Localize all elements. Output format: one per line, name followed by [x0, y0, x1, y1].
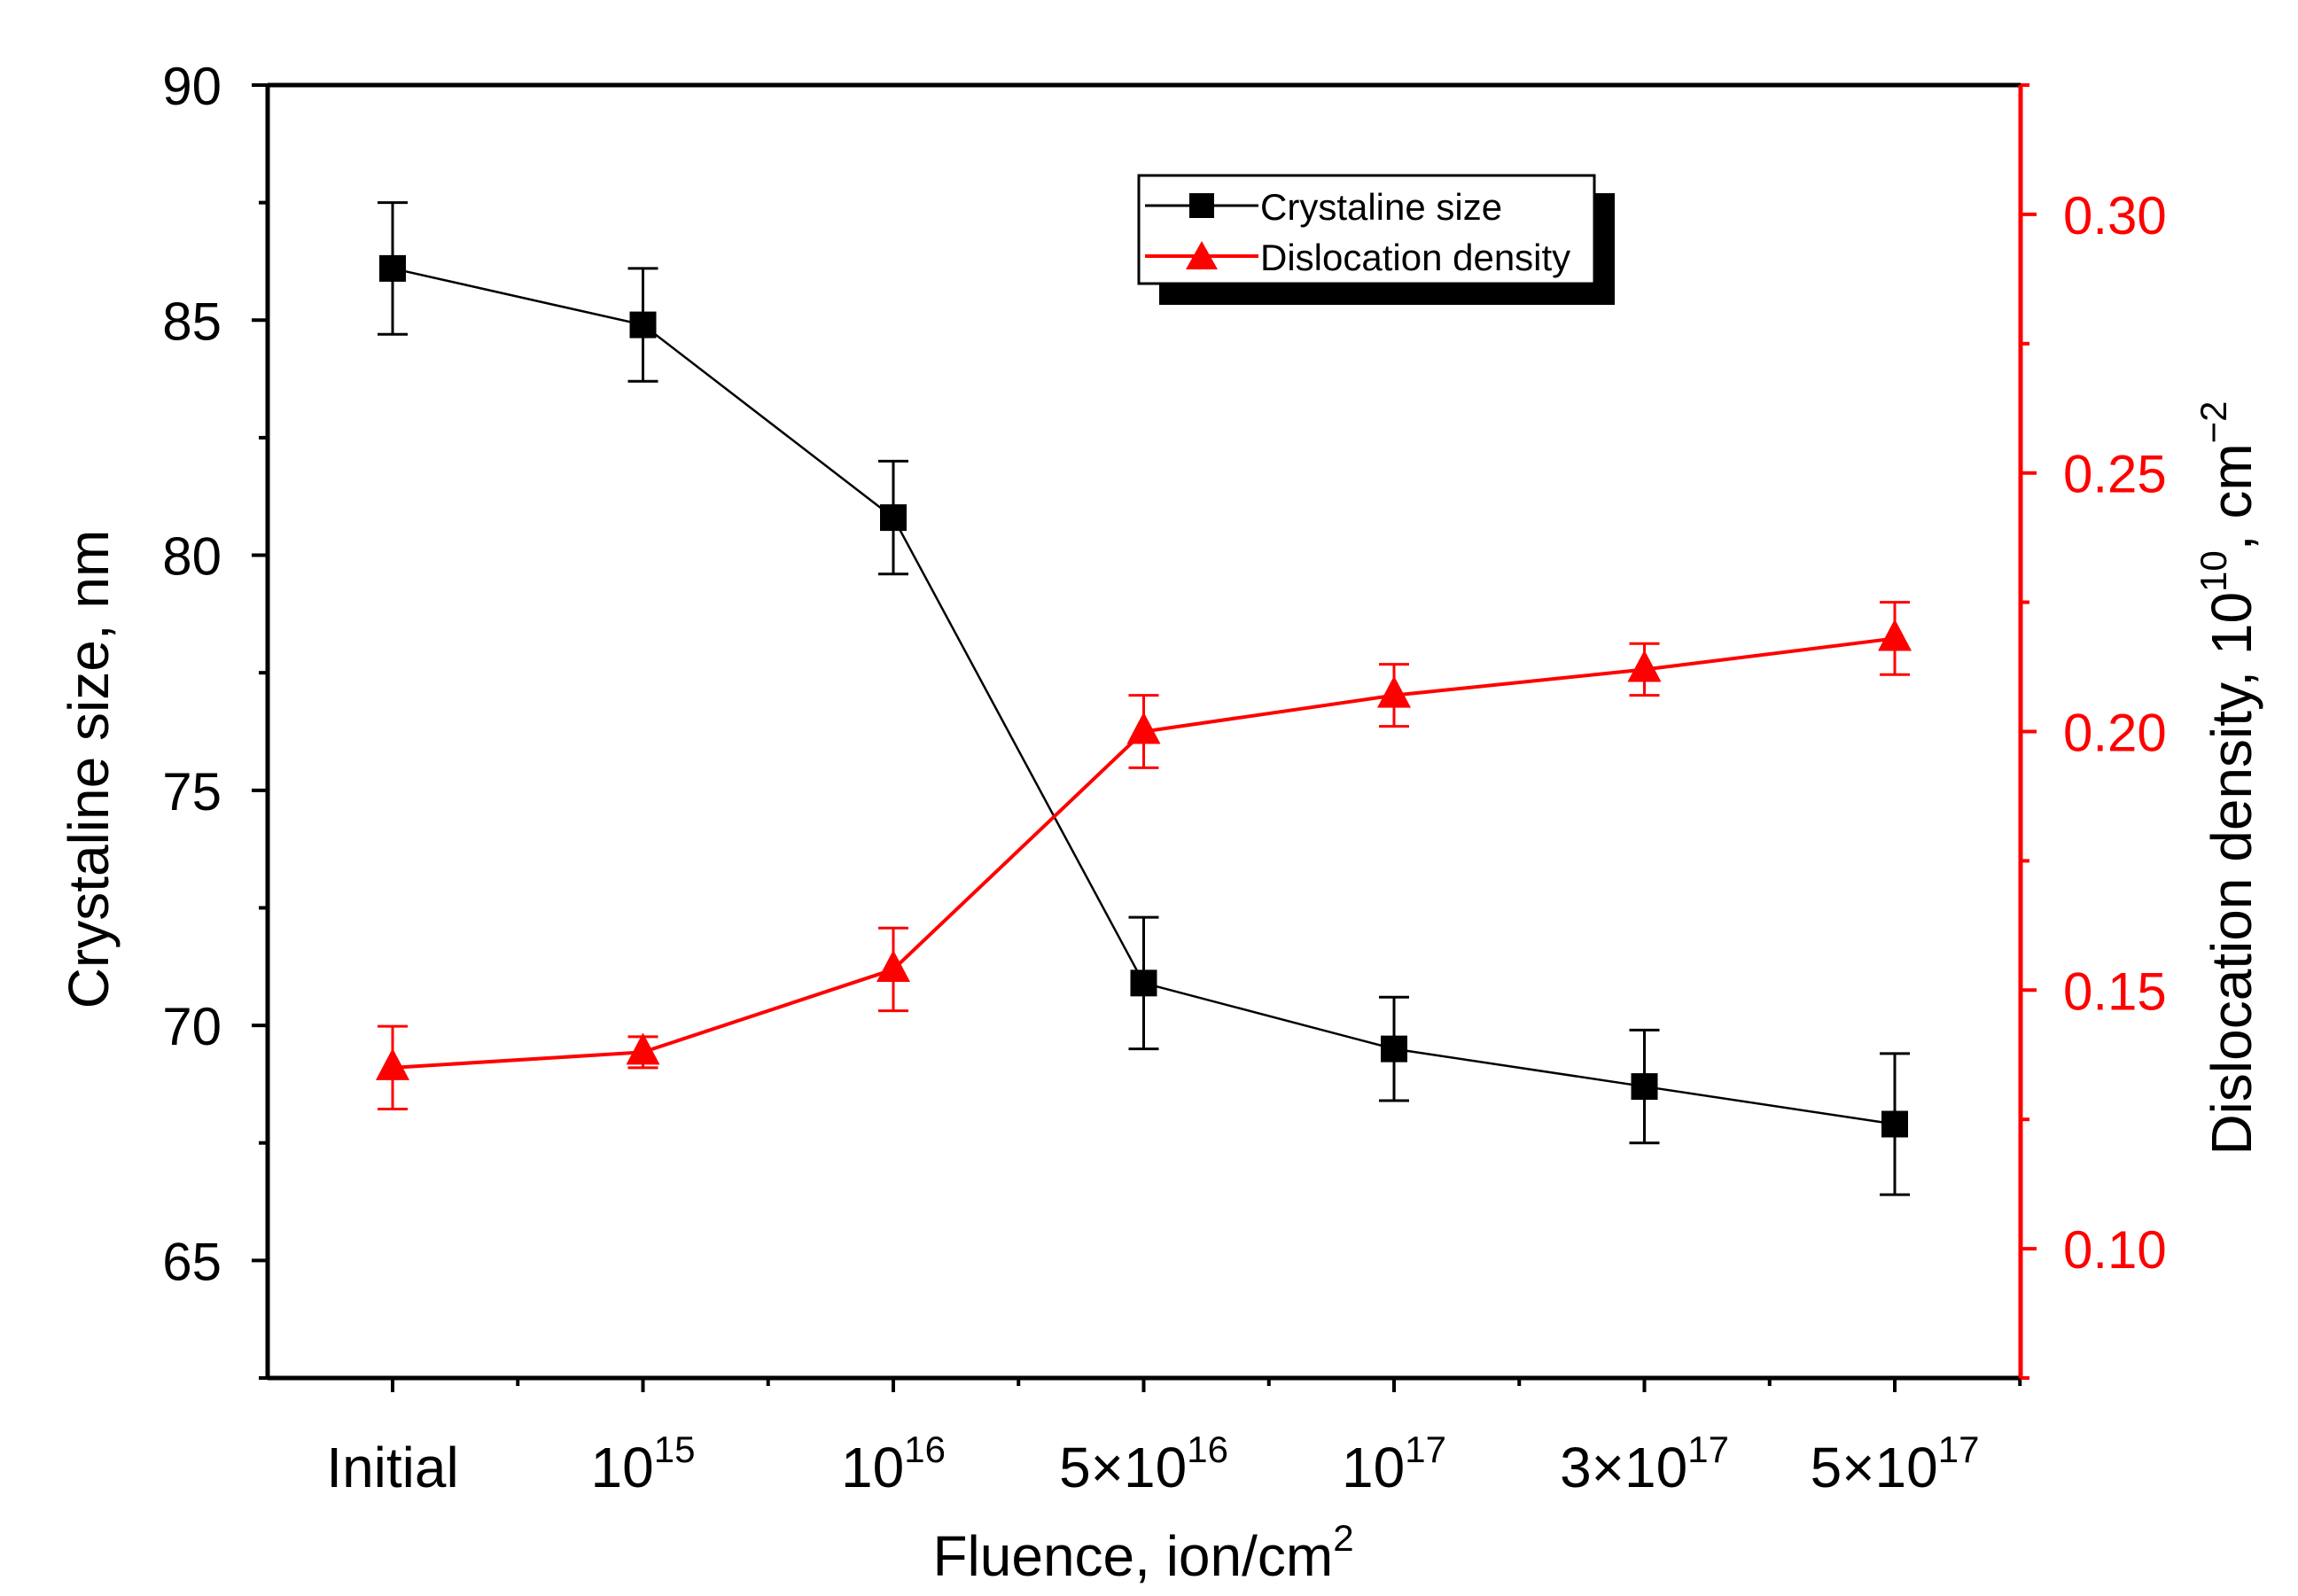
crystaline-point — [629, 311, 657, 339]
x-tick-label: 5×1016 — [1059, 1429, 1228, 1499]
x-tick-label: 1015 — [591, 1429, 696, 1499]
x-tick-label-sup: 16 — [1187, 1429, 1228, 1470]
x-axis-title-text: Fluence, ion/cm — [932, 1524, 1333, 1588]
crystaline-point — [1130, 969, 1157, 997]
dislocation-point — [876, 949, 910, 982]
dislocation-point — [376, 1047, 409, 1080]
x-tick-label-sup: 16 — [904, 1429, 946, 1470]
x-tick-label-base: Initial — [326, 1436, 458, 1499]
x-tick-label: 1017 — [1342, 1429, 1446, 1499]
left-axis-ticks: 65 70 75 80 85 90 — [162, 57, 268, 1380]
legend: Crystaline size Dislocation density — [1137, 174, 1615, 305]
crystaline-point — [880, 504, 907, 532]
right-y-axis-title: Dislocation density, 1010, cm−2 — [2193, 401, 2263, 1155]
x-axis-title: Fluence, ion/cm2 — [932, 1517, 1353, 1588]
dislocation-point — [1377, 675, 1411, 708]
legend-marker-triangle — [1186, 241, 1218, 269]
x-tick-label-base: 10 — [1342, 1436, 1405, 1499]
left-tick-label: 90 — [162, 57, 222, 116]
x-tick-label: 5×1017 — [1811, 1429, 1980, 1499]
x-tick-label: 3×1017 — [1560, 1429, 1729, 1499]
right-tick-label: 0.15 — [2063, 961, 2167, 1021]
x-tick-label-sup: 15 — [654, 1429, 696, 1470]
dislocation-point — [1627, 650, 1662, 682]
right-tick-label: 0.30 — [2063, 186, 2167, 245]
legend-marker-square — [1189, 193, 1214, 218]
left-tick-label: 70 — [162, 997, 222, 1056]
dislocation-point — [1878, 619, 1912, 651]
x-tick-label-base: 5×10 — [1059, 1436, 1187, 1499]
x-tick-label-base: 10 — [841, 1436, 904, 1499]
right-tick-label: 0.25 — [2063, 445, 2167, 504]
right-y-axis-title-sup2: −2 — [2193, 401, 2234, 443]
x-axis-title-sup: 2 — [1333, 1517, 1353, 1559]
x-tick-label-sup: 17 — [1405, 1429, 1446, 1470]
crystaline-point — [1631, 1073, 1658, 1101]
crystaline-point — [1881, 1110, 1908, 1138]
right-y-axis-title-text: Dislocation density, 10 — [2200, 592, 2263, 1156]
right-axis-ticks: 0.10 0.15 0.20 0.25 0.30 — [2021, 83, 2167, 1380]
left-tick-label: 85 — [162, 292, 222, 351]
legend-label-crystaline: Crystaline size — [1260, 186, 1502, 228]
right-y-axis-title-sup1: 10 — [2193, 550, 2234, 592]
dislocation-point — [626, 1032, 660, 1065]
crystaline-point — [1381, 1035, 1407, 1063]
left-tick-label: 75 — [162, 762, 222, 821]
x-tick-label-sup: 17 — [1687, 1429, 1729, 1470]
x-axis-ticks: Initial 1015 1016 5×1016 1017 3×1017 5×1017 — [326, 1378, 2022, 1499]
left-tick-label: 80 — [162, 527, 222, 587]
right-y-axis-title-mid: , cm — [2200, 443, 2263, 550]
right-tick-label: 0.20 — [2063, 704, 2167, 763]
left-tick-label: 65 — [162, 1232, 222, 1291]
x-tick-label-base: 3×10 — [1560, 1436, 1687, 1499]
x-tick-label-sup: 17 — [1938, 1429, 1980, 1470]
x-tick-label: Initial — [326, 1436, 458, 1499]
x-tick-label: 1016 — [841, 1429, 946, 1499]
legend-label-dislocation: Dislocation density — [1260, 237, 1570, 278]
left-y-axis-title: Crystaline size, nm — [57, 530, 121, 1009]
crystaline-point — [379, 254, 406, 282]
right-tick-label: 0.10 — [2063, 1220, 2167, 1280]
dislocation-point — [1126, 712, 1161, 744]
x-tick-label-base: 10 — [591, 1436, 654, 1499]
x-tick-label-base: 5×10 — [1811, 1436, 1938, 1499]
series-layer — [376, 201, 1912, 1196]
